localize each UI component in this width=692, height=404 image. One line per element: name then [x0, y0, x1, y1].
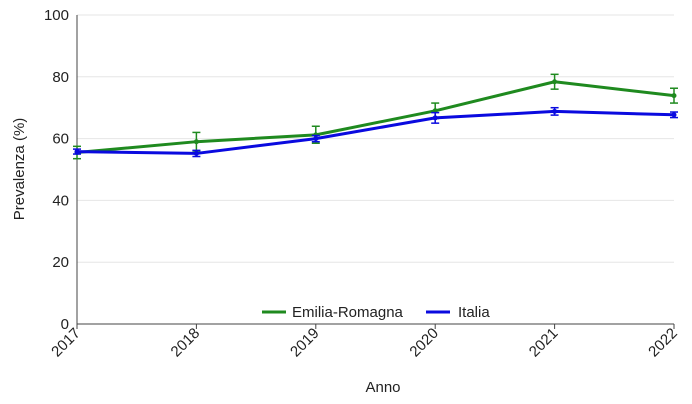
data-point [672, 112, 677, 117]
data-point [552, 109, 557, 114]
y-tick-label: 40 [52, 192, 69, 209]
legend-item: Italia [426, 304, 490, 321]
legend-label: Italia [458, 304, 490, 321]
series-line [77, 82, 674, 153]
legend: Emilia-Romagna Italia [262, 304, 490, 321]
y-tick-label: 60 [52, 131, 69, 148]
data-point [194, 151, 199, 156]
series-lines [73, 74, 678, 158]
x-tick-label: 2022 [645, 325, 681, 361]
series-line [77, 111, 674, 153]
data-point [552, 79, 557, 84]
series-emilia-romagna [73, 74, 678, 158]
data-point [433, 115, 438, 120]
y-tick-label: 100 [44, 7, 69, 24]
x-tick-label: 2017 [48, 325, 84, 361]
y-tick-label: 20 [52, 254, 69, 271]
legend-item: Emilia-Romagna [262, 304, 404, 321]
x-tick-label: 2020 [406, 325, 442, 361]
series-italia [73, 108, 678, 157]
y-axis-title: Prevalenza (%) [11, 118, 28, 221]
y-tick-label: 80 [52, 69, 69, 86]
data-point [194, 139, 199, 144]
data-point [672, 93, 677, 98]
data-point [75, 149, 80, 154]
x-tick-label: 2019 [287, 325, 323, 361]
x-tick-label: 2018 [168, 325, 204, 361]
legend-label: Emilia-Romagna [292, 304, 404, 321]
x-axis-title: Anno [365, 379, 400, 396]
data-point [313, 136, 318, 141]
gridlines [77, 15, 674, 262]
x-tick-label: 2021 [526, 325, 562, 361]
